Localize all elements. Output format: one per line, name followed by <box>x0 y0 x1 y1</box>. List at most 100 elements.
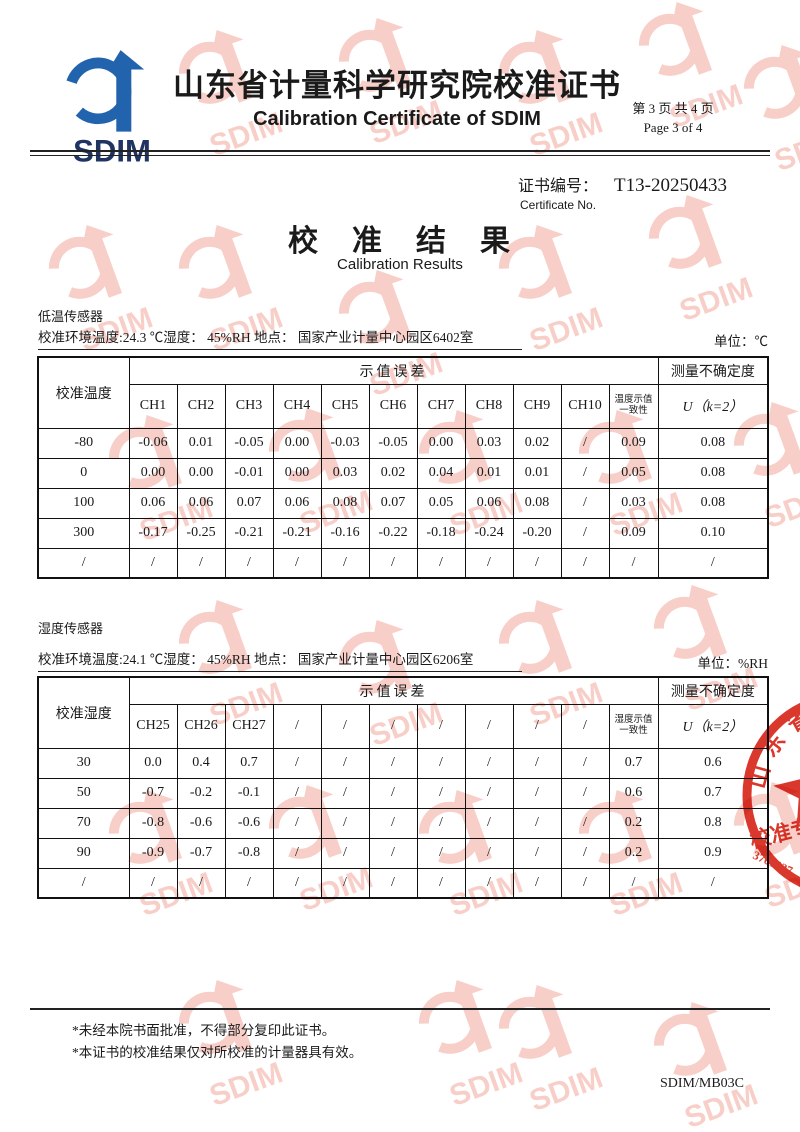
table-row: 90 -0.9 -0.7 -0.8// / / / //0.2 0.9 <box>37 837 769 869</box>
table-cell: 0.03 <box>320 457 370 489</box>
table-cell: / <box>368 777 418 809</box>
channel-header: CH1 <box>128 383 178 429</box>
table-cell: 0.01 <box>512 457 562 489</box>
table-cell: / <box>560 837 610 869</box>
stamp-serial: 3701027 <box>751 848 795 878</box>
results-title-cn: 校 准 结 果 <box>288 225 512 258</box>
table-row: / / / / / / / / / / / / / <box>37 547 769 579</box>
table-cell: / <box>176 867 226 899</box>
channel-header: / <box>368 703 418 749</box>
channel-header: CH3 <box>224 383 274 429</box>
footer-divider <box>30 1008 770 1010</box>
section-label-low-temp: 低温传感器 <box>38 309 104 324</box>
table-cell: 0.06 <box>176 487 226 519</box>
results-title-en: Calibration Results <box>337 256 463 273</box>
table-cell: / <box>608 867 659 899</box>
table-cell: 0.05 <box>416 487 466 519</box>
table-cell: 0.01 <box>464 457 514 489</box>
environment-row: 校准环境温度:24.1 ℃湿度： 45%RH 地点： 国家产业计量中心园区620… <box>38 648 768 672</box>
table-cell: / <box>560 867 610 899</box>
table-cell: / <box>272 747 322 779</box>
table-cell: / <box>512 837 562 869</box>
environment-conditions: 校准环境温度:24.3 ℃湿度： 45%RH 地点： 国家产业计量中心园区640… <box>38 326 522 350</box>
table-row: 50 -0.7 -0.2 -0.1// / / / //0.6 0.7 <box>37 777 769 809</box>
table-cell: -0.03 <box>320 427 370 459</box>
table-cell: 0.7 <box>224 747 274 779</box>
table-cell: / <box>464 777 514 809</box>
table-cell: / <box>416 867 466 899</box>
table-cell: 0.00 <box>176 457 226 489</box>
table-cell: -0.8 <box>128 807 178 839</box>
channel-header: CH2 <box>176 383 226 429</box>
table-cell: 0.07 <box>224 487 274 519</box>
channel-header: / <box>512 703 562 749</box>
table-cell: / <box>320 837 370 869</box>
channel-header: CH9 <box>512 383 562 429</box>
table-cell: / <box>464 547 514 579</box>
table-cell: 0.09 <box>608 427 659 459</box>
table-row: -80 -0.06 0.01 -0.05 0.00 -0.03 -0.05 0.00 0.03 0… <box>37 427 769 459</box>
page-indicator: 第 3 页 共 4 页 Page 3 of 4 <box>608 100 738 138</box>
table-cell: 0.6 <box>608 777 659 809</box>
table-row: 30 0.0 0.4 0.7// / / / //0.7 0.6 <box>37 747 769 779</box>
channel-header: CH10 <box>560 383 610 429</box>
table-cell: 0.06 <box>128 487 178 519</box>
table-cell: 100 <box>37 487 130 519</box>
table-cell: / <box>464 747 514 779</box>
consistency-header: 湿度示值一致性 <box>608 703 659 749</box>
table-row: 100 0.06 0.06 0.07 0.06 0.08 0.07 0.05 0.06 0.08/… <box>37 487 769 519</box>
table-cell: / <box>512 747 562 779</box>
table-row: / / / / / / / / / / / / / <box>37 867 769 899</box>
results-table: 校准湿度 示值误差 测量不确定度 CH25 CH26 CH27// / / / / / 湿度示值一致性… <box>37 676 770 899</box>
table-cell: / <box>320 547 370 579</box>
table-cell: 0.08 <box>320 487 370 519</box>
table-cell: -0.7 <box>128 777 178 809</box>
table-cell: / <box>416 777 466 809</box>
table-cell: 0.10 <box>657 517 769 549</box>
table-cell: / <box>272 547 322 579</box>
table-cell: / <box>368 547 418 579</box>
channel-header: / <box>320 703 370 749</box>
consistency-header: 温度示值一致性 <box>608 383 659 429</box>
table-cell: -0.20 <box>512 517 562 549</box>
table-row: 0 0.00 0.00 -0.01 0.00 0.03 0.02 0.04 0.01 0.01/0… <box>37 457 769 489</box>
table-cell: 0.01 <box>176 427 226 459</box>
document-code: SDIM/MB03C <box>659 1076 744 1091</box>
channel-header: / <box>560 703 610 749</box>
uncertainty-header: 测量不确定度 <box>657 356 769 385</box>
table-cell: 50 <box>37 777 130 809</box>
table-cell: -0.1 <box>224 777 274 809</box>
table-cell: 0.00 <box>272 427 322 459</box>
channel-header: / <box>464 703 514 749</box>
table-cell: 0.07 <box>368 487 418 519</box>
table-cell: -0.01 <box>224 457 274 489</box>
table-cell: 0.08 <box>657 457 769 489</box>
table-cell: / <box>368 807 418 839</box>
table-cell: -0.7 <box>176 837 226 869</box>
table-row: 300 -0.17 -0.25 -0.21 -0.21 -0.16 -0.22 -0.18 -0… <box>37 517 769 549</box>
table-cell: 90 <box>37 837 130 869</box>
table-cell: -0.25 <box>176 517 226 549</box>
table-cell: / <box>368 747 418 779</box>
error-header: 示值误差 <box>128 676 659 705</box>
results-table: 校准温度 示值误差 测量不确定度 CH1 CH2 CH3 CH4 CH5 CH6 CH7 CH8 CH… <box>37 356 770 579</box>
table-cell: 0.09 <box>608 517 659 549</box>
table-cell: / <box>464 837 514 869</box>
table-cell: 0.2 <box>608 807 659 839</box>
table-cell: / <box>512 547 562 579</box>
table-cell: / <box>560 807 610 839</box>
calibration-stamp: 山东省计量 校准专 3701027 <box>742 694 800 888</box>
table-cell: / <box>657 867 769 899</box>
table-cell: / <box>128 547 178 579</box>
table-cell: / <box>272 837 322 869</box>
table-cell: 0.08 <box>657 427 769 459</box>
table-cell: -0.06 <box>128 427 178 459</box>
table-cell: / <box>512 807 562 839</box>
table-cell: / <box>464 867 514 899</box>
table-cell: -0.24 <box>464 517 514 549</box>
table-cell: 300 <box>37 517 130 549</box>
table-cell: 0.0 <box>128 747 178 779</box>
table-row: 70 -0.8 -0.6 -0.6// / / / //0.2 0.8 <box>37 807 769 839</box>
table-cell: -0.22 <box>368 517 418 549</box>
table-cell: -0.21 <box>272 517 322 549</box>
